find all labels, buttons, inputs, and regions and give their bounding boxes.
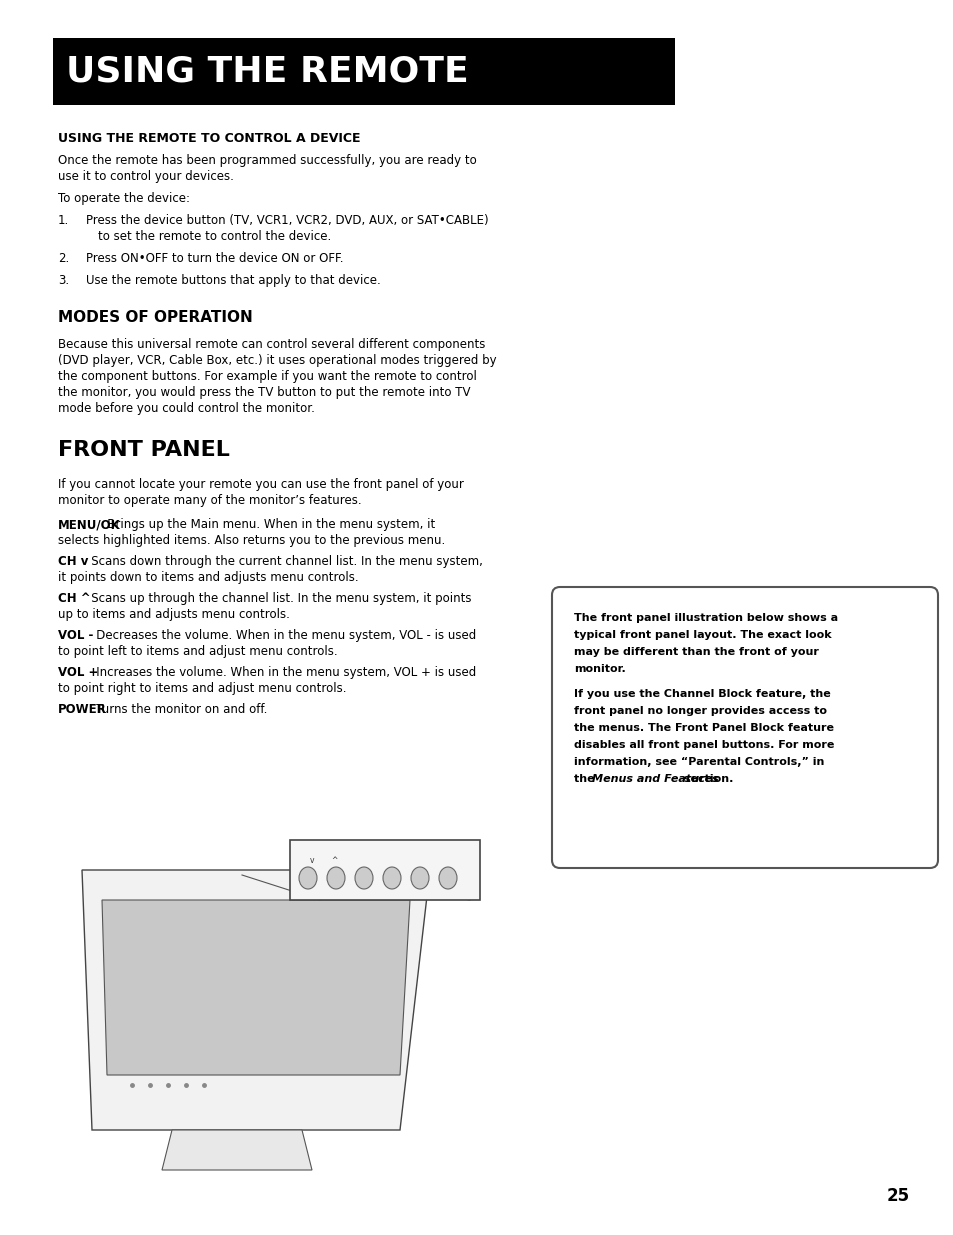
Ellipse shape	[411, 867, 429, 889]
Bar	[290, 840, 479, 900]
Text: MODES OF OPERATION: MODES OF OPERATION	[58, 310, 253, 325]
Text: the monitor, you would press the TV button to put the remote into TV: the monitor, you would press the TV butt…	[58, 387, 470, 399]
Text: to point right to items and adjust menu controls.: to point right to items and adjust menu …	[58, 682, 346, 695]
Text: Scans down through the current channel list. In the menu system,: Scans down through the current channel l…	[80, 555, 482, 568]
Text: Press the device button (TV, VCR1, VCR2, DVD, AUX, or SAT•CABLE): Press the device button (TV, VCR1, VCR2,…	[86, 214, 488, 227]
Text: FRONT PANEL: FRONT PANEL	[58, 440, 230, 459]
Text: use it to control your devices.: use it to control your devices.	[58, 170, 233, 183]
Text: To operate the device:: To operate the device:	[58, 191, 190, 205]
Text: Scans up through the channel list. In the menu system, it points: Scans up through the channel list. In th…	[80, 592, 471, 605]
Text: monitor.: monitor.	[574, 664, 625, 674]
Text: MENU/OK: MENU/OK	[58, 517, 121, 531]
Text: Use the remote buttons that apply to that device.: Use the remote buttons that apply to tha…	[86, 274, 380, 287]
Text: USING THE REMOTE: USING THE REMOTE	[66, 54, 468, 89]
Bar	[53, 38, 675, 105]
Ellipse shape	[327, 867, 345, 889]
Text: the component buttons. For example if you want the remote to control: the component buttons. For example if yo…	[58, 370, 476, 383]
Text: Because this universal remote can control several different components: Because this universal remote can contro…	[58, 338, 485, 351]
Text: ^: ^	[331, 856, 336, 864]
Text: front panel no longer provides access to: front panel no longer provides access to	[574, 706, 826, 716]
Text: Turns the monitor on and off.: Turns the monitor on and off.	[86, 703, 268, 716]
Text: may be different than the front of your: may be different than the front of your	[574, 647, 818, 657]
Text: USING THE REMOTE TO CONTROL A DEVICE: USING THE REMOTE TO CONTROL A DEVICE	[58, 132, 360, 144]
Text: to set the remote to control the device.: to set the remote to control the device.	[98, 230, 331, 243]
Text: Press ON•OFF to turn the device ON or OFF.: Press ON•OFF to turn the device ON or OF…	[86, 252, 343, 266]
Polygon shape	[82, 869, 430, 1130]
Text: typical front panel layout. The exact look: typical front panel layout. The exact lo…	[574, 630, 831, 640]
Text: the: the	[574, 774, 598, 784]
Ellipse shape	[298, 867, 316, 889]
Text: v: v	[310, 856, 314, 864]
Text: up to items and adjusts menu controls.: up to items and adjusts menu controls.	[58, 608, 290, 621]
Text: the menus. The Front Panel Block feature: the menus. The Front Panel Block feature	[574, 722, 833, 734]
Polygon shape	[102, 900, 410, 1074]
Text: CH ^: CH ^	[58, 592, 91, 605]
Text: POWER: POWER	[58, 703, 107, 716]
FancyBboxPatch shape	[552, 587, 937, 868]
Text: Brings up the Main menu. When in the menu system, it: Brings up the Main menu. When in the men…	[96, 517, 436, 531]
Text: 25: 25	[886, 1187, 909, 1205]
Text: VOL +: VOL +	[58, 666, 98, 679]
Text: disables all front panel buttons. For more: disables all front panel buttons. For mo…	[574, 740, 834, 750]
Text: If you use the Channel Block feature, the: If you use the Channel Block feature, th…	[574, 689, 830, 699]
Text: monitor to operate many of the monitor’s features.: monitor to operate many of the monitor’s…	[58, 494, 361, 508]
Text: information, see “Parental Controls,” in: information, see “Parental Controls,” in	[574, 757, 823, 767]
Text: mode before you could control the monitor.: mode before you could control the monito…	[58, 403, 314, 415]
Text: 1.: 1.	[58, 214, 70, 227]
Text: VOL -: VOL -	[58, 629, 93, 642]
Ellipse shape	[382, 867, 400, 889]
Text: (DVD player, VCR, Cable Box, etc.) it uses operational modes triggered by: (DVD player, VCR, Cable Box, etc.) it us…	[58, 354, 497, 367]
Ellipse shape	[438, 867, 456, 889]
Polygon shape	[162, 1130, 312, 1170]
Text: Once the remote has been programmed successfully, you are ready to: Once the remote has been programmed succ…	[58, 154, 476, 167]
Text: Decreases the volume. When in the menu system, VOL - is used: Decreases the volume. When in the menu s…	[86, 629, 476, 642]
Text: section.: section.	[679, 774, 733, 784]
Text: to point left to items and adjust menu controls.: to point left to items and adjust menu c…	[58, 645, 337, 658]
Text: 2.: 2.	[58, 252, 70, 266]
Text: Menus and Features: Menus and Features	[592, 774, 718, 784]
Text: Increases the volume. When in the menu system, VOL + is used: Increases the volume. When in the menu s…	[86, 666, 476, 679]
Text: 3.: 3.	[58, 274, 69, 287]
Text: it points down to items and adjusts menu controls.: it points down to items and adjusts menu…	[58, 571, 358, 584]
Text: selects highlighted items. Also returns you to the previous menu.: selects highlighted items. Also returns …	[58, 534, 445, 547]
Text: CH v: CH v	[58, 555, 89, 568]
Text: The front panel illustration below shows a: The front panel illustration below shows…	[574, 613, 838, 622]
Text: If you cannot locate your remote you can use the front panel of your: If you cannot locate your remote you can…	[58, 478, 463, 492]
Ellipse shape	[355, 867, 373, 889]
